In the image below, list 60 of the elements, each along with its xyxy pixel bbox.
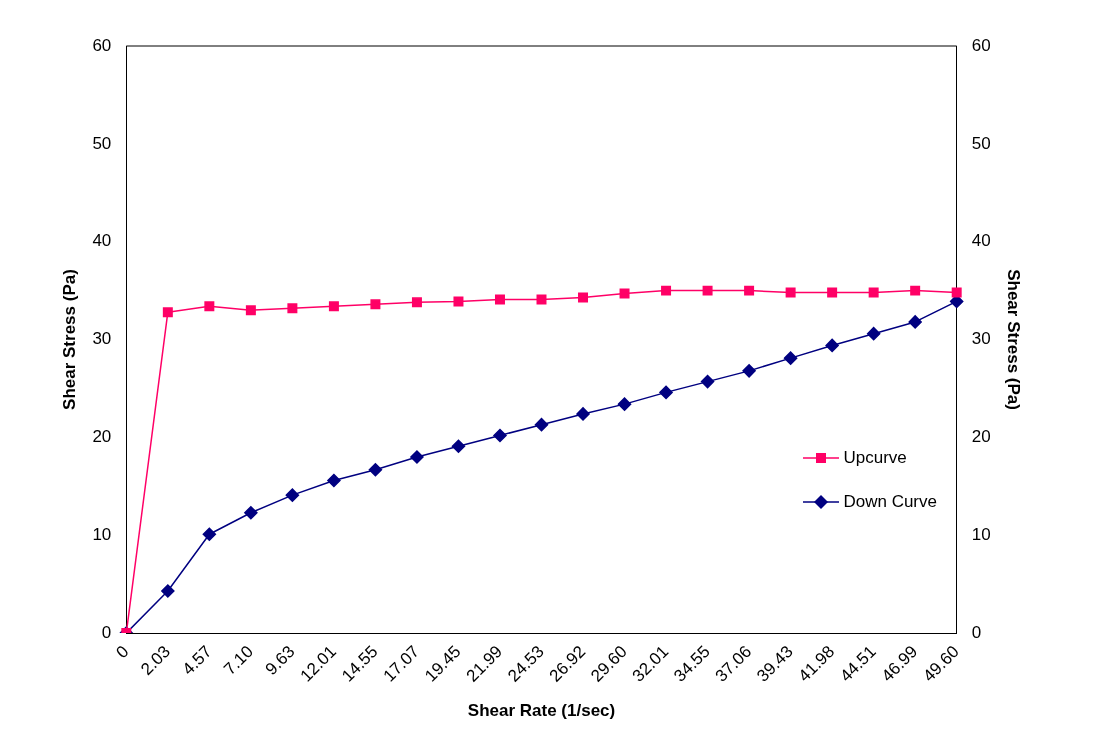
point — [285, 488, 300, 502]
point — [244, 505, 258, 520]
y2-tick-label: 60 — [971, 35, 991, 55]
point — [493, 428, 507, 443]
point — [327, 473, 341, 488]
y-tick-label: 0 — [101, 622, 112, 642]
y2-tick-label: 30 — [971, 329, 991, 349]
point — [328, 301, 339, 312]
point — [619, 288, 630, 299]
point — [245, 305, 256, 316]
x-tick-label: 7.10 — [220, 642, 258, 679]
y-tick-label: 40 — [92, 231, 112, 251]
point — [411, 297, 422, 308]
x-axis-title: Shear Rate (1/sec) — [467, 701, 616, 721]
point — [785, 287, 796, 298]
point — [744, 285, 755, 296]
y-tick-label: 50 — [92, 133, 112, 153]
point — [661, 285, 672, 296]
point — [576, 407, 590, 421]
point — [287, 303, 298, 314]
point — [370, 299, 381, 310]
y2-tick-label: 0 — [971, 622, 982, 642]
y2-tick-label: 20 — [971, 427, 991, 447]
point — [783, 351, 798, 365]
point — [868, 287, 879, 298]
legend-label: Down Curve — [843, 492, 937, 512]
x-tick-label: 0 — [112, 642, 133, 663]
point — [951, 287, 962, 298]
y2-tick-label: 40 — [971, 231, 991, 251]
y-tick-label: 60 — [92, 35, 112, 55]
point — [162, 307, 173, 318]
point — [910, 285, 921, 296]
point — [659, 385, 673, 400]
y-tick-label: 10 — [92, 524, 112, 544]
y2-tick-label: 10 — [971, 524, 991, 544]
point — [368, 462, 383, 477]
point — [702, 285, 713, 296]
y2-tick-label: 50 — [971, 133, 991, 153]
point — [908, 315, 922, 329]
point — [534, 417, 549, 432]
point — [617, 397, 632, 411]
point — [742, 364, 756, 378]
point — [827, 287, 838, 298]
point — [453, 296, 464, 307]
point — [494, 294, 505, 305]
y-tick-label: 20 — [92, 427, 112, 447]
point — [700, 374, 715, 389]
point — [866, 326, 881, 341]
y-axis-title: Shear Stress (Pa) — [59, 269, 79, 410]
point — [825, 338, 839, 353]
y-tick-label: 30 — [92, 329, 112, 349]
point — [202, 527, 217, 542]
y2-axis-title: Shear Stress (Pa) — [1004, 269, 1024, 410]
point — [204, 301, 215, 312]
point — [161, 584, 175, 598]
point — [410, 450, 424, 464]
point — [536, 294, 547, 305]
legend-label: Upcurve — [843, 448, 907, 468]
point — [578, 292, 589, 303]
point — [451, 439, 466, 453]
